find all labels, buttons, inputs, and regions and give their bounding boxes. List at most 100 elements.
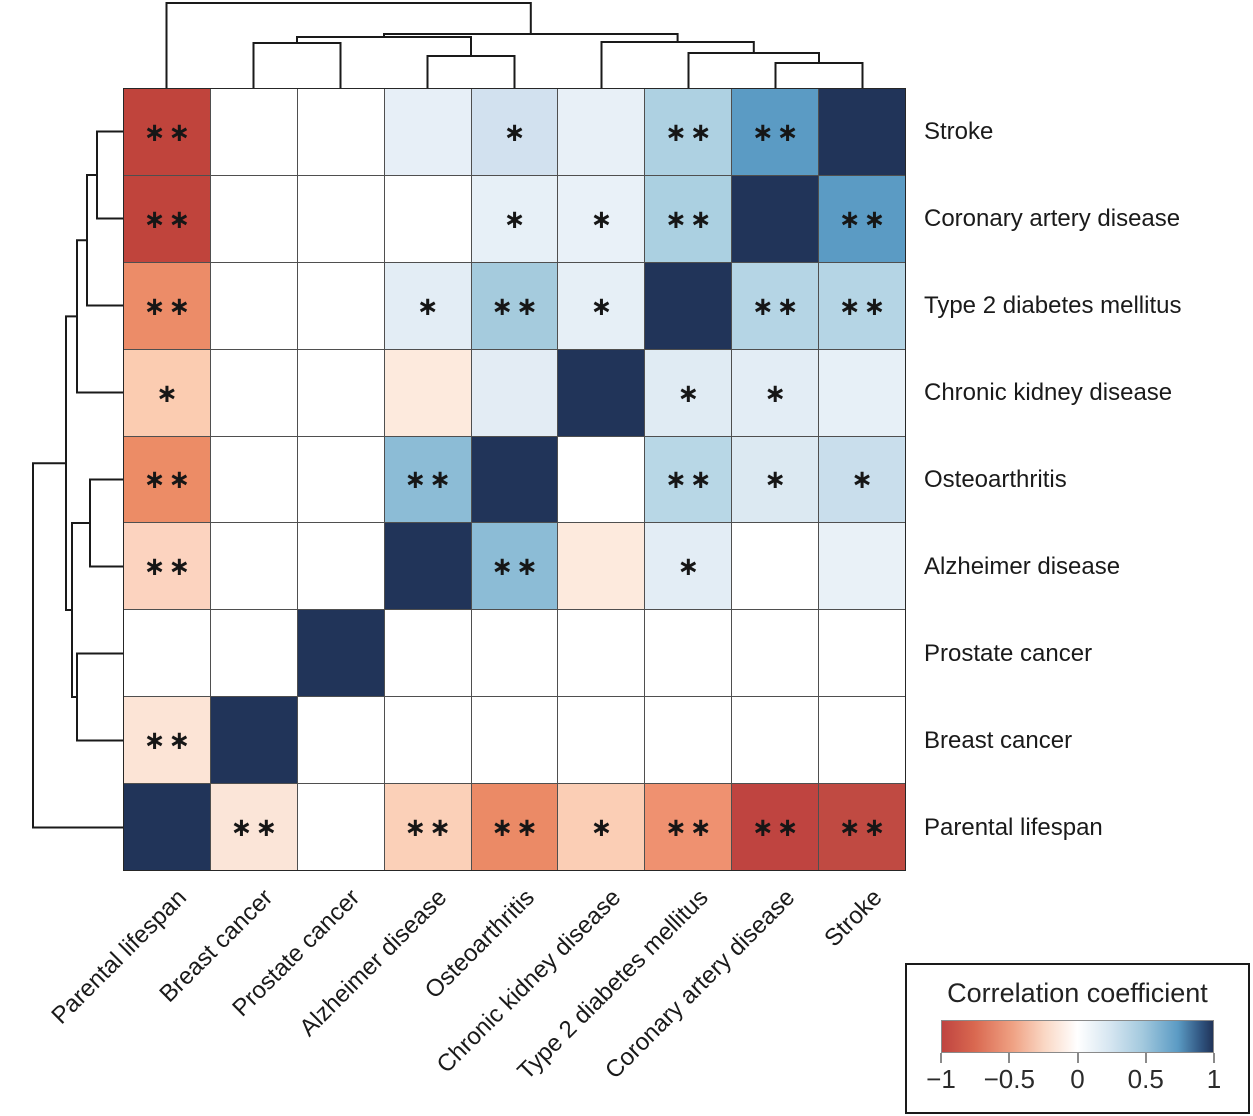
row-label: Prostate cancer [924,639,1093,667]
heatmap-cell: ∗∗ [645,436,732,523]
heatmap-cell [297,784,384,870]
heatmap-cell: ∗∗ [819,262,905,349]
heatmap-cell [297,610,384,697]
heatmap-cell: ∗ [645,523,732,610]
heatmap-cell: ∗ [124,349,210,436]
heatmap-cell [819,697,905,784]
significance-stars: ∗∗ [143,465,194,496]
heatmap-cell [210,523,297,610]
legend-tick-label: −0.5 [983,1064,1035,1094]
heatmap-cell [210,89,297,175]
row-label: Breast cancer [924,726,1073,754]
heatmap-cell: ∗ [645,349,732,436]
significance-stars: ∗∗ [143,552,194,583]
heatmap-cell: ∗ [384,262,471,349]
heatmap-cell: ∗∗ [124,262,210,349]
heatmap-cell [297,523,384,610]
significance-stars: ∗∗ [751,813,802,844]
heatmap-cell [819,523,905,610]
heatmap-cell [558,89,645,175]
heatmap-cell [384,89,471,175]
column-label: Stroke [819,884,888,953]
heatmap-cell [645,262,732,349]
heatmap-cell: ∗∗ [210,784,297,870]
legend-gradient-bar [941,1020,1214,1053]
significance-stars: ∗∗ [838,291,889,322]
significance-stars: ∗∗ [751,291,802,322]
heatmap-cell [210,262,297,349]
significance-stars: ∗ [764,465,790,496]
significance-stars: ∗∗ [143,726,194,757]
significance-stars: ∗∗ [838,204,889,235]
heatmap-cell: ∗ [471,89,558,175]
legend-box: Correlation coefficient −1 −0.5 0 0.5 1 [905,963,1250,1114]
heatmap-cell: ∗∗ [124,436,210,523]
heatmap-cell [384,697,471,784]
row-label: Alzheimer disease [924,552,1121,580]
heatmap-cell [558,349,645,436]
heatmap-cell [819,610,905,697]
heatmap-cell [732,175,819,262]
heatmap-cell [471,610,558,697]
column-label: Alzheimer disease [294,884,453,1042]
legend-tick-mark [1008,1053,1011,1063]
legend-bar-wrap: −1 −0.5 0 0.5 1 [926,1020,1221,1094]
heatmap-cell [819,349,905,436]
heatmap-cell: ∗ [558,262,645,349]
heatmap-cell [732,697,819,784]
heatmap-cell: ∗∗ [124,89,210,175]
significance-stars: ∗∗ [230,813,281,844]
dendrogram-path [165,2,864,88]
heatmap-cell [558,697,645,784]
row-label: Coronary artery disease [924,204,1181,232]
significance-stars: ∗ [590,291,616,322]
heatmap-cell [384,349,471,436]
heatmap-cell [297,697,384,784]
heatmap-cell [384,175,471,262]
legend-tick-mark [1213,1053,1215,1063]
heatmap-cell [297,89,384,175]
significance-stars: ∗∗ [491,813,541,844]
significance-stars: ∗∗ [491,291,541,322]
legend-title: Correlation coefficient [947,978,1208,1008]
heatmap-cell [210,697,297,784]
significance-stars: ∗∗ [664,117,715,148]
heatmap-cell [297,436,384,523]
heatmap-cell [210,436,297,523]
heatmap-cell [732,610,819,697]
heatmap-cell [732,523,819,610]
heatmap-cell [558,436,645,523]
significance-stars: ∗∗ [838,813,889,844]
heatmap-cell: ∗ [732,436,819,523]
dendrogram-path [32,130,123,829]
significance-stars: ∗ [503,117,529,148]
heatmap-cell: ∗∗ [819,784,905,870]
row-label: Chronic kidney disease [924,378,1173,406]
significance-stars: ∗∗ [143,204,194,235]
heatmap-cell: ∗∗ [732,262,819,349]
significance-stars: ∗ [590,813,616,844]
heatmap-cell [124,610,210,697]
column-label: Parental lifespan [46,884,192,1030]
significance-stars: ∗∗ [664,813,715,844]
heatmap-cell: ∗∗ [732,784,819,870]
row-label: Type 2 diabetes mellitus [924,291,1182,319]
heatmap-cell: ∗∗ [645,175,732,262]
legend-tick-mark [1076,1053,1079,1063]
heatmap-cell [471,436,558,523]
legend-tick-label: 0 [1070,1064,1085,1094]
heatmap-cell: ∗ [558,784,645,870]
significance-stars: ∗ [677,552,703,583]
heatmap-cell [210,610,297,697]
heatmap-cell [124,784,210,870]
heatmap-cell [471,697,558,784]
row-label: Parental lifespan [924,813,1103,841]
heatmap-cell [558,610,645,697]
significance-stars: ∗ [156,378,181,409]
heatmap-cell [297,262,384,349]
heatmap-cell: ∗∗ [384,436,471,523]
heatmap-cell [384,523,471,610]
heatmap-cell [558,523,645,610]
significance-stars: ∗∗ [143,117,194,148]
heatmap-cell [384,610,471,697]
